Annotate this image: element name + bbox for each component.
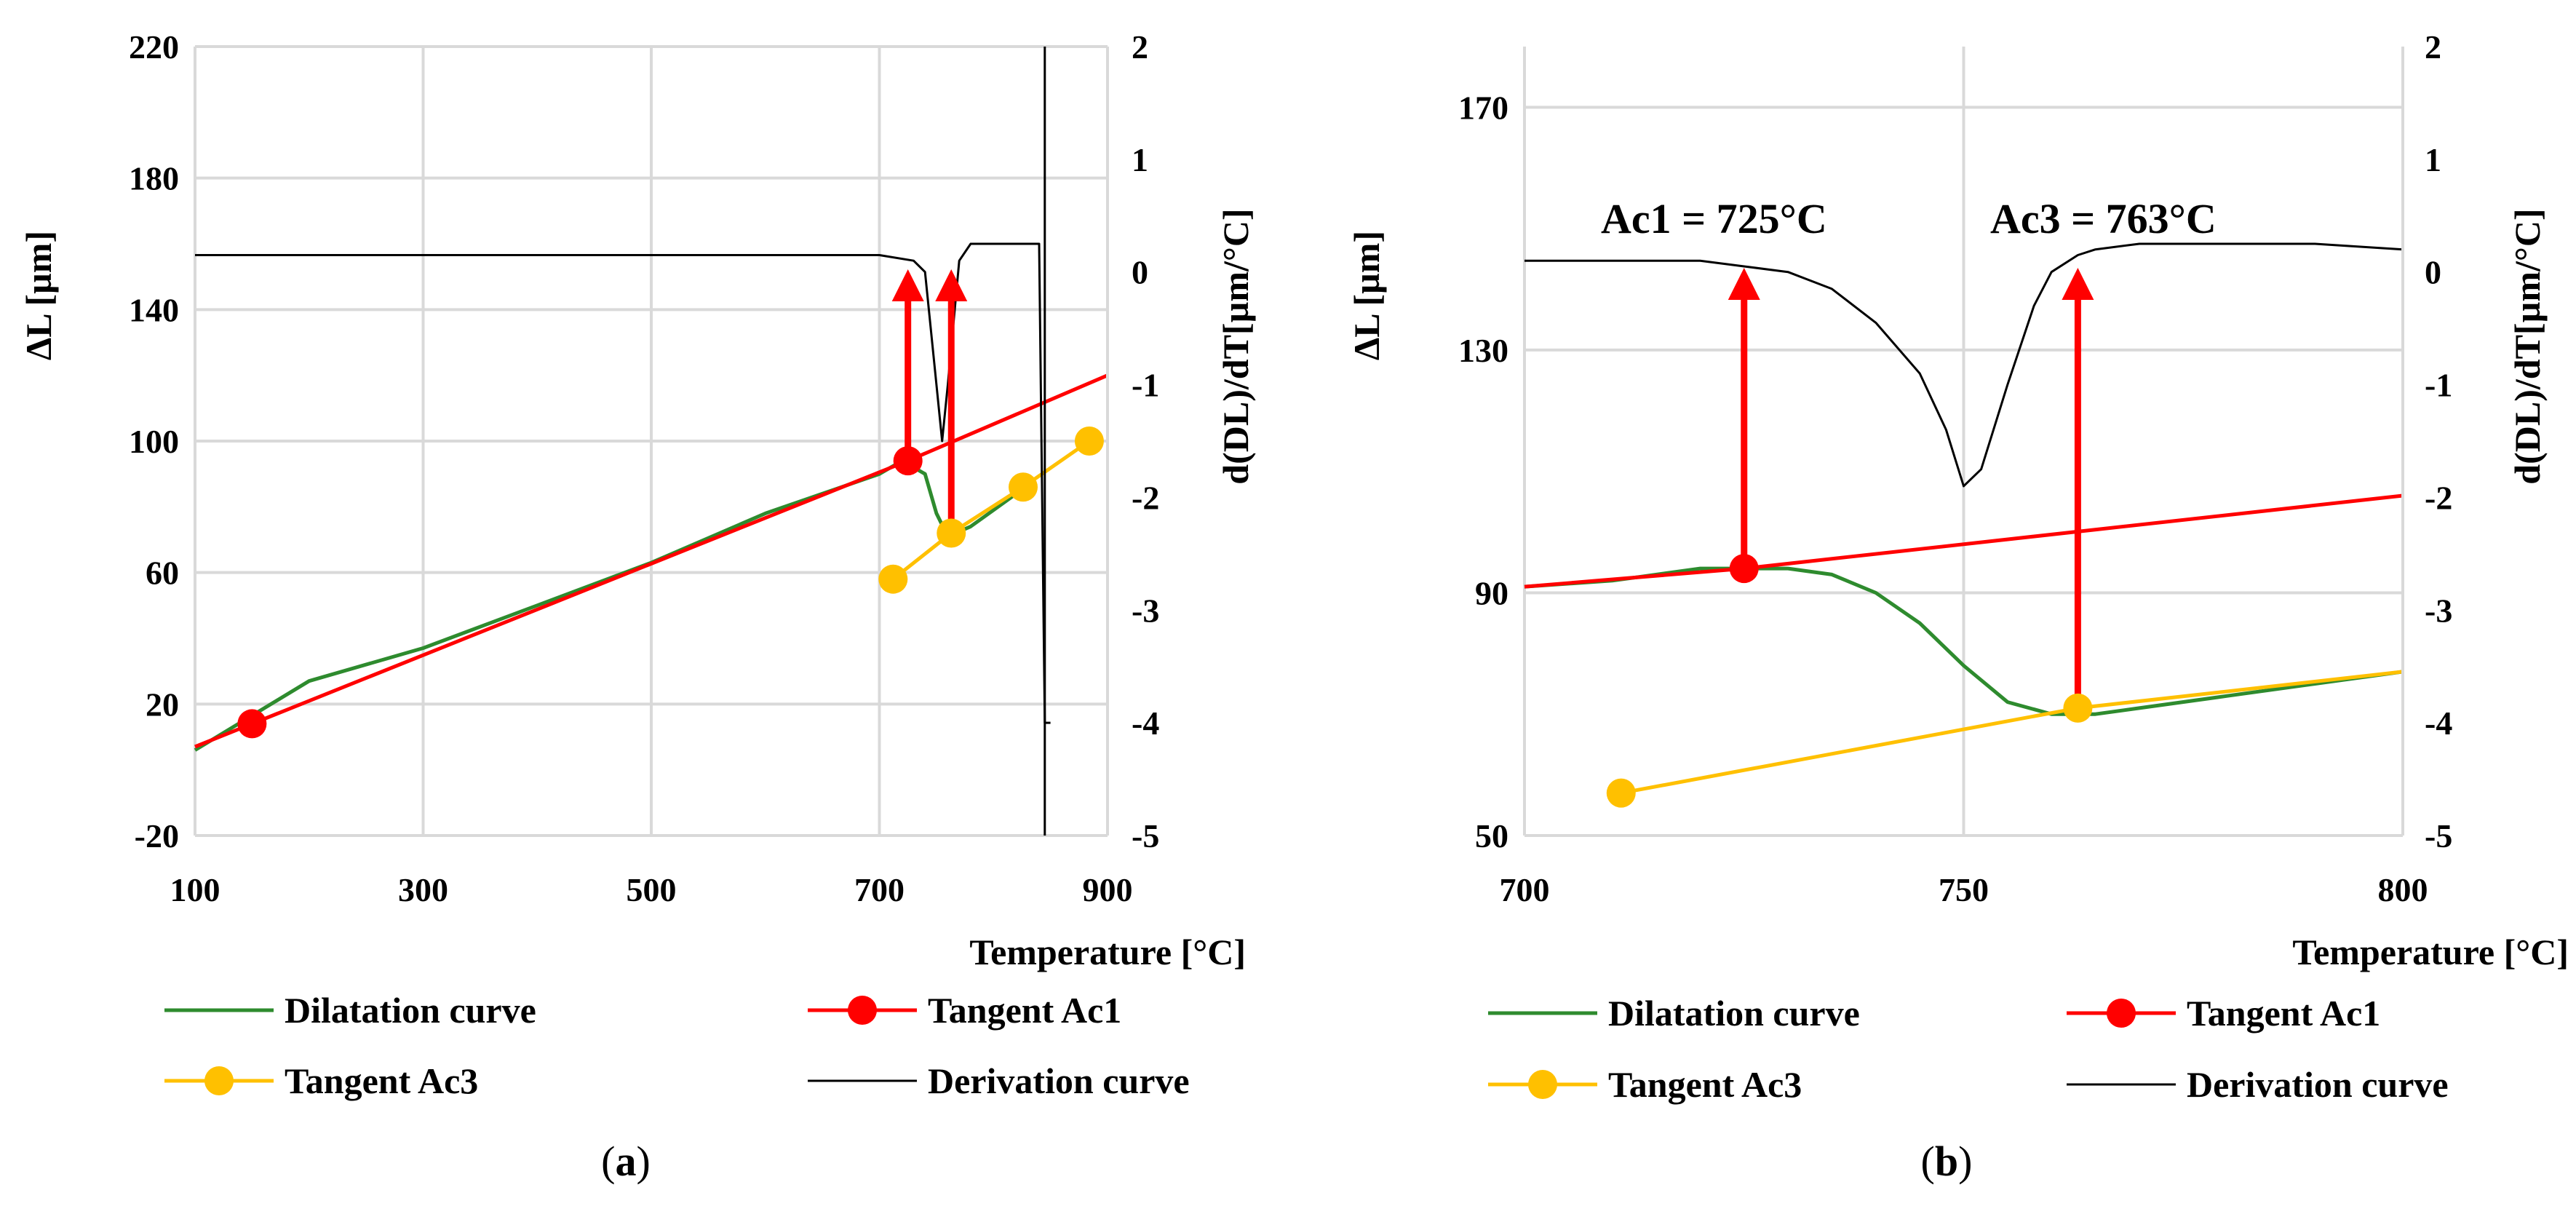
y2-tick-label: 1	[2425, 141, 2441, 178]
y-tick-label: 20	[146, 686, 179, 723]
series-line-1	[194, 373, 1108, 749]
series-line-3	[195, 242, 1051, 724]
panel-letter: b	[1935, 1138, 1958, 1185]
y-tick-label: -20	[135, 817, 179, 854]
series-line-3	[1524, 242, 2404, 488]
chart-panel-b: 700 750 800 50 90 130 170 -5 -4 -3 -2 -1 0 1 2 ΔL [µm] d…	[1346, 28, 2569, 1185]
y-tick-label: 180	[129, 160, 179, 197]
x-tick-label: 500	[627, 871, 677, 908]
y2-tick-label: -4	[2425, 705, 2452, 742]
panel-label: (b)	[1921, 1138, 1973, 1185]
legend-label: Tangent Ac3	[285, 1060, 478, 1101]
y-tick-label: 90	[1475, 574, 1508, 611]
panel-paren: )	[1958, 1138, 1972, 1185]
arrow-head	[891, 269, 924, 301]
y2-tick-label: 0	[1132, 254, 1148, 291]
x-axis-title: Temperature [°C]	[2292, 932, 2569, 972]
legend-label: Tangent Ac3	[1608, 1064, 1802, 1105]
x-tick-label: 750	[1939, 871, 1989, 908]
legend-label: Dilatation curve	[285, 990, 536, 1031]
arrow-head	[2062, 268, 2094, 300]
legend-marker	[848, 996, 877, 1025]
y-tick-label: 100	[129, 423, 179, 460]
annotation-label: Ac3 = 763°C	[1990, 195, 2217, 242]
legend-marker	[1528, 1070, 1557, 1099]
y-tick-label: 60	[146, 555, 179, 592]
y-tick-label: 170	[1458, 89, 1508, 126]
data-point	[1729, 554, 1759, 584]
arrow-head	[935, 269, 968, 301]
x-tick-label: 100	[170, 871, 220, 908]
y2-tick-label: 2	[1132, 28, 1148, 66]
annotation-label: Ac1 = 725°C	[1601, 195, 1827, 242]
y2-tick-label: -2	[1132, 479, 1159, 516]
x-axis-title: Temperature [°C]	[969, 932, 1246, 972]
data-point	[878, 564, 908, 594]
legend-marker	[2107, 999, 2136, 1028]
x-tick-label: 700	[854, 871, 905, 908]
y2-tick-label: 2	[2425, 28, 2441, 66]
panel-paren: (	[601, 1138, 615, 1185]
y2-tick-label: -4	[1132, 705, 1159, 742]
legend-label: Derivation curve	[2187, 1064, 2449, 1105]
y2-axis-title: d(DL)/dT[µm/°C]	[2507, 208, 2548, 484]
y-axis-title: ΔL [µm]	[18, 231, 59, 360]
y-tick-label: 130	[1458, 332, 1508, 369]
panel-label: (a)	[601, 1138, 651, 1185]
chart-panel-a: 100 300 500 700 900-202060100140180220-5-4-3…	[18, 28, 1256, 1185]
data-point	[1606, 778, 1636, 808]
panel-paren: (	[1921, 1138, 1935, 1185]
data-point	[1074, 427, 1104, 456]
legend-label: Derivation curve	[928, 1060, 1190, 1101]
arrow-head	[1728, 268, 1760, 300]
y-tick-label: 50	[1475, 817, 1508, 854]
x-tick-label: 700	[1500, 871, 1550, 908]
x-tick-label: 800	[2378, 871, 2428, 908]
series-line-2	[1621, 670, 2404, 796]
y2-tick-label: 0	[2425, 254, 2441, 291]
legend-label: Dilatation curve	[1608, 993, 1860, 1034]
series-line-2	[891, 439, 1091, 581]
y2-tick-label: -1	[2425, 367, 2452, 404]
y2-tick-label: -5	[2425, 817, 2452, 854]
x-tick-label: 300	[398, 871, 448, 908]
y2-tick-label: -5	[1132, 817, 1159, 854]
legend-marker	[204, 1066, 234, 1095]
x-tick-label: 900	[1083, 871, 1133, 908]
y2-tick-label: -3	[1132, 592, 1159, 629]
y2-tick-label: 1	[1132, 141, 1148, 178]
series-line-0	[194, 459, 1018, 752]
panel-paren: )	[637, 1138, 651, 1185]
data-point	[2063, 693, 2093, 723]
y-tick-label: 140	[129, 291, 179, 328]
panel-letter: a	[616, 1138, 637, 1185]
y2-axis-title: d(DL)/dT[µm/°C]	[1215, 208, 1256, 484]
y2-tick-label: -2	[2425, 479, 2452, 516]
legend-label: Tangent Ac1	[928, 990, 1121, 1031]
data-point	[893, 446, 923, 476]
y2-tick-label: -3	[2425, 592, 2452, 629]
data-point	[937, 518, 966, 548]
y-tick-label: 220	[129, 28, 179, 66]
y2-tick-label: -1	[1132, 367, 1159, 404]
legend-label: Tangent Ac1	[2187, 993, 2380, 1034]
data-point	[237, 709, 267, 739]
y-axis-title: ΔL [µm]	[1346, 231, 1387, 360]
data-point	[1009, 472, 1038, 502]
